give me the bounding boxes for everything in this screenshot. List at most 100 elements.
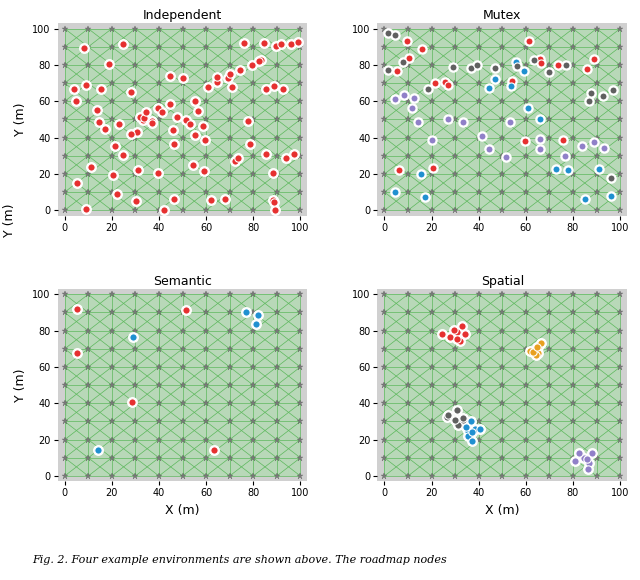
Point xyxy=(189,96,200,106)
Point xyxy=(457,321,467,331)
Point xyxy=(390,31,401,40)
Point xyxy=(147,118,157,128)
Point xyxy=(443,114,453,124)
Point xyxy=(558,136,568,145)
Point xyxy=(399,90,409,100)
Text: Y (m): Y (m) xyxy=(3,204,16,237)
Point xyxy=(484,144,494,154)
Point xyxy=(198,121,208,130)
Point xyxy=(532,342,543,351)
Point xyxy=(193,107,204,116)
Point xyxy=(443,410,453,419)
Point xyxy=(118,39,128,48)
Point xyxy=(138,116,148,125)
Point xyxy=(532,348,543,357)
Point xyxy=(476,132,486,141)
Point xyxy=(582,64,593,74)
Point xyxy=(168,126,178,135)
Point xyxy=(276,39,286,49)
Point xyxy=(528,348,538,357)
Point xyxy=(428,163,438,172)
Point xyxy=(390,95,400,104)
Point xyxy=(245,139,255,148)
Point xyxy=(390,187,400,197)
Point xyxy=(506,77,516,86)
Point xyxy=(586,449,596,458)
Point xyxy=(118,39,128,48)
Point xyxy=(126,88,136,97)
Point xyxy=(406,103,417,113)
Point xyxy=(563,165,573,175)
Point xyxy=(220,194,230,204)
Point xyxy=(467,427,477,437)
Point xyxy=(132,128,142,137)
Point xyxy=(289,150,299,159)
Point xyxy=(96,85,106,94)
Point xyxy=(467,437,477,446)
Point xyxy=(281,153,291,162)
Point xyxy=(463,431,474,440)
Point xyxy=(235,66,245,75)
Point xyxy=(92,106,102,115)
Point xyxy=(561,61,571,70)
Point xyxy=(270,205,280,215)
Point xyxy=(115,119,125,128)
Point xyxy=(198,121,208,130)
Point xyxy=(199,166,209,176)
Point xyxy=(181,115,191,124)
Point xyxy=(445,332,455,342)
Point xyxy=(536,59,546,68)
Point xyxy=(529,55,539,64)
Point xyxy=(584,458,594,467)
Point xyxy=(449,415,460,424)
Point xyxy=(271,42,281,51)
Point xyxy=(589,137,600,147)
Point xyxy=(531,351,541,360)
Point xyxy=(172,113,182,122)
Point xyxy=(253,310,263,320)
Point xyxy=(152,104,163,113)
Point xyxy=(392,67,402,76)
Point xyxy=(165,99,175,108)
Point xyxy=(466,63,476,72)
Point xyxy=(68,85,79,94)
Point xyxy=(458,117,468,126)
Point xyxy=(243,116,253,125)
Point xyxy=(86,162,96,172)
Point xyxy=(520,137,531,146)
Point xyxy=(177,73,188,82)
Point xyxy=(202,82,212,92)
Point xyxy=(417,45,428,54)
Point xyxy=(276,39,286,49)
Point xyxy=(535,134,545,143)
Point xyxy=(580,194,590,204)
Point xyxy=(72,304,82,314)
Y-axis label: Y (m): Y (m) xyxy=(13,103,27,136)
Point xyxy=(461,422,471,431)
Point xyxy=(72,304,82,314)
Point xyxy=(269,81,279,90)
Point xyxy=(112,190,122,199)
Point xyxy=(584,96,594,106)
Point xyxy=(605,174,616,183)
Point xyxy=(383,65,393,74)
Point xyxy=(292,37,303,46)
Point xyxy=(552,61,563,70)
Point xyxy=(544,67,554,77)
Point xyxy=(392,67,402,76)
Point xyxy=(406,103,417,113)
Point xyxy=(484,83,494,92)
Point xyxy=(153,168,163,177)
Point xyxy=(110,141,120,150)
Point xyxy=(416,169,426,178)
Point xyxy=(475,425,485,434)
Point xyxy=(230,156,240,165)
Point xyxy=(259,39,269,48)
Point xyxy=(147,118,157,128)
Point xyxy=(535,134,545,143)
Point xyxy=(225,70,236,79)
Point xyxy=(577,142,587,151)
Point xyxy=(134,113,145,122)
Point xyxy=(550,165,561,174)
Point xyxy=(126,129,136,138)
